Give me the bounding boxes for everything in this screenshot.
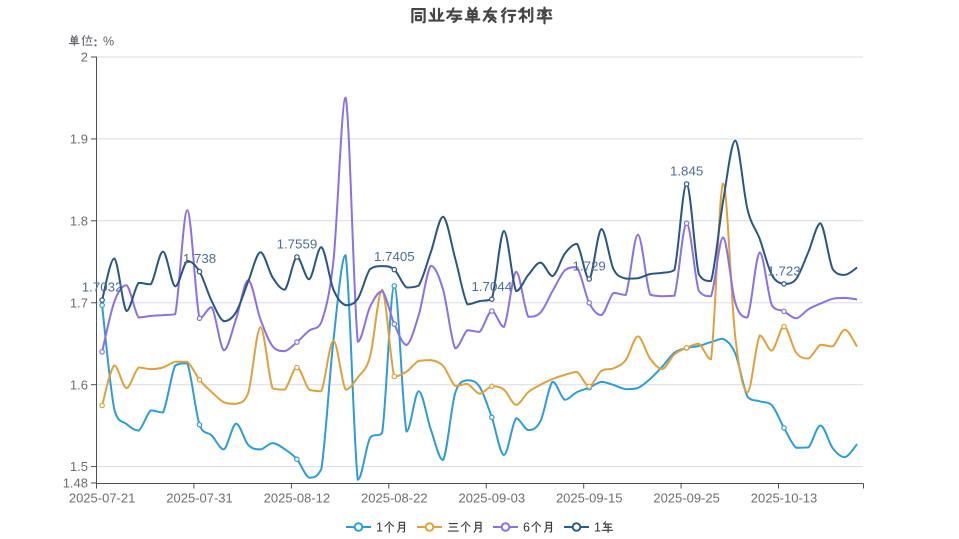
svg-text:1.729: 1.729 bbox=[573, 259, 606, 274]
svg-text:2025-10-13: 2025-10-13 bbox=[751, 491, 818, 506]
svg-text:2025-07-21: 2025-07-21 bbox=[69, 491, 136, 506]
svg-text:1.7559: 1.7559 bbox=[277, 237, 318, 252]
svg-text:2025-08-12: 2025-08-12 bbox=[264, 491, 331, 506]
svg-text:1.7: 1.7 bbox=[70, 295, 88, 310]
svg-text:1.7405: 1.7405 bbox=[374, 249, 415, 264]
svg-text:1.5: 1.5 bbox=[70, 459, 88, 474]
svg-text:1.845: 1.845 bbox=[670, 164, 703, 179]
svg-text:2025-07-31: 2025-07-31 bbox=[166, 491, 233, 506]
svg-text:2025-09-03: 2025-09-03 bbox=[459, 491, 526, 506]
svg-text:1.7044: 1.7044 bbox=[471, 279, 512, 294]
svg-text:2025-09-25: 2025-09-25 bbox=[653, 491, 720, 506]
svg-text:2: 2 bbox=[81, 50, 88, 65]
svg-text:2025-09-15: 2025-09-15 bbox=[556, 491, 623, 506]
svg-text:1.738: 1.738 bbox=[183, 251, 216, 266]
svg-text:1: 1 bbox=[376, 521, 383, 535]
svg-text:1.7032: 1.7032 bbox=[82, 280, 123, 295]
svg-text:1.48: 1.48 bbox=[63, 476, 88, 491]
svg-text:1.723: 1.723 bbox=[767, 264, 800, 279]
svg-text:1: 1 bbox=[594, 521, 601, 535]
svg-text:2025-08-22: 2025-08-22 bbox=[361, 491, 428, 506]
svg-text:6: 6 bbox=[523, 521, 530, 535]
svg-text:1.6: 1.6 bbox=[70, 377, 88, 392]
svg-text:1.8: 1.8 bbox=[70, 213, 88, 228]
svg-text:1.9: 1.9 bbox=[70, 132, 88, 147]
svg-text:%: % bbox=[103, 35, 114, 49]
